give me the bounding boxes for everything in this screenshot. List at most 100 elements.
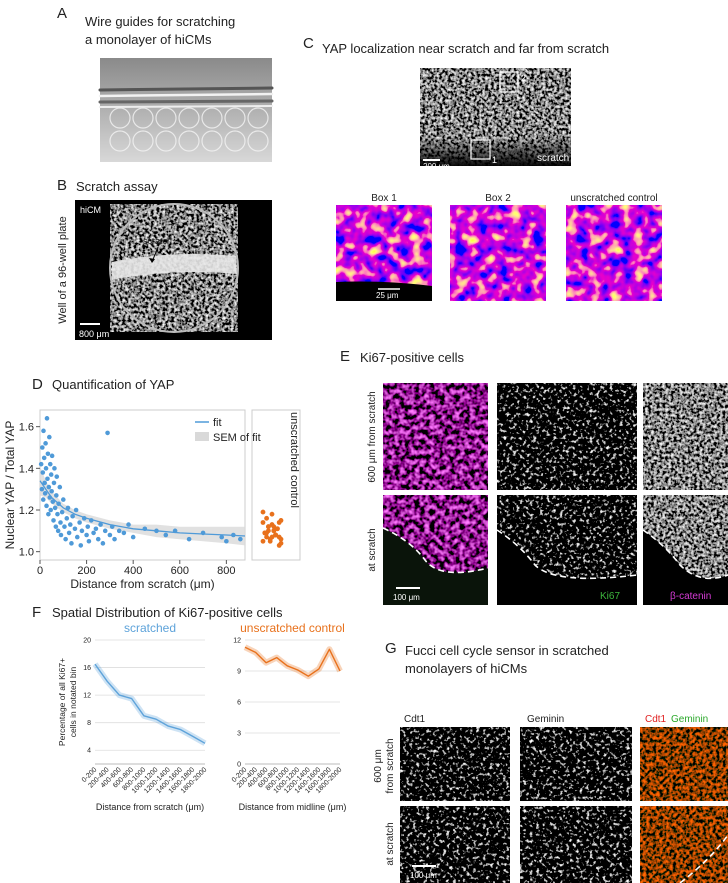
row-label: from scratch	[385, 738, 396, 793]
data-point	[72, 526, 78, 532]
data-point	[51, 518, 56, 523]
data-point	[105, 430, 110, 436]
data-point	[42, 491, 48, 496]
x-tick-label: 800	[217, 565, 235, 577]
side-label: Well of a 96-well plate	[57, 216, 69, 323]
data-point	[271, 524, 277, 530]
data-point	[66, 530, 72, 536]
data-point	[58, 532, 64, 538]
line	[244, 646, 341, 677]
data-point	[51, 480, 57, 486]
y-tick-label: 1.2	[19, 505, 34, 517]
line-band	[92, 662, 207, 746]
data-point	[48, 507, 54, 513]
panel-title: Fucci cell cycle sensor in scratched	[405, 643, 609, 658]
panel-letter: E	[340, 348, 350, 365]
data-point	[52, 466, 57, 471]
panel-title: Scratch assay	[76, 179, 158, 194]
panel-letter: D	[32, 376, 43, 393]
scratch-edge	[382, 527, 728, 580]
data-point	[93, 526, 99, 532]
data-point	[266, 524, 271, 530]
y-tick-label: 8	[87, 720, 91, 727]
x-axis-label: Distance from scratch (μm)	[70, 577, 214, 591]
inset-label: Box 1	[371, 193, 397, 204]
data-point	[43, 441, 48, 446]
data-point	[79, 528, 85, 534]
panel-title: YAP localization near scratch and far fr…	[322, 41, 609, 56]
data-point	[264, 534, 269, 540]
data-point	[67, 522, 73, 527]
scratch-shade	[497, 530, 637, 605]
data-point	[48, 472, 54, 477]
photo	[98, 58, 274, 162]
image-label: scratch	[143, 236, 172, 246]
data-point	[260, 509, 266, 515]
image	[497, 383, 637, 490]
data-point	[58, 520, 63, 525]
y-tick-label: 4	[87, 748, 91, 755]
x-tick-label: 600	[171, 565, 189, 577]
data-point	[50, 499, 56, 504]
x-axis-label: Distance from midline (μm)	[239, 802, 347, 812]
data-point	[59, 509, 65, 515]
panel-letter: F	[32, 604, 41, 621]
x-tick-label: 0	[37, 565, 43, 577]
y-tick-label: 3	[237, 731, 241, 738]
data-point	[269, 534, 275, 540]
panel-letter: A	[57, 5, 67, 22]
y-tick-label: 12	[83, 693, 91, 700]
data-point	[271, 528, 277, 534]
scratch-shade	[336, 281, 432, 301]
panel-title: a monolayer of hiCMs	[85, 32, 212, 47]
data-point	[47, 434, 52, 440]
image	[383, 383, 488, 490]
data-point	[264, 530, 269, 536]
scratch-edge	[679, 834, 728, 883]
well-edge	[109, 203, 239, 333]
scale-label: 100 μm	[410, 871, 437, 880]
legend-label: fit	[213, 417, 222, 429]
data-point	[46, 484, 52, 490]
data-point	[126, 522, 131, 527]
data-point	[53, 524, 59, 529]
data-point	[74, 534, 80, 540]
y-tick-label: 0	[237, 762, 241, 769]
data-point	[45, 451, 51, 457]
line-band	[243, 644, 343, 680]
image	[520, 806, 632, 883]
scale-label: 25 μm	[376, 291, 399, 300]
panel-title: Spatial Distribution of Ki67-positive ce…	[52, 605, 283, 620]
data-point	[57, 484, 63, 490]
data-point	[73, 507, 79, 513]
x-tick-label: 400	[124, 565, 142, 577]
data-point	[38, 461, 44, 467]
image	[400, 806, 510, 883]
data-point	[278, 536, 284, 542]
column-label: Cdt1	[645, 714, 667, 725]
data-point	[60, 497, 66, 502]
data-point	[269, 511, 275, 517]
data-point	[43, 466, 49, 471]
row-label: 600 μm from scratch	[367, 391, 378, 482]
data-point	[49, 488, 54, 494]
strip-label: unscratched control	[288, 412, 300, 508]
data-point	[224, 538, 229, 544]
legend-label: SEM of fit	[213, 432, 261, 444]
data-point	[54, 493, 59, 498]
row-label: at scratch	[367, 528, 378, 571]
data-point	[112, 536, 117, 542]
y-axis-label: cells in notated bin	[68, 667, 78, 738]
scale-label: 200 μm	[423, 162, 450, 171]
fit-line	[39, 480, 246, 537]
data-point	[52, 505, 58, 511]
data-point	[102, 528, 108, 534]
data-point	[62, 524, 67, 529]
data-point	[267, 538, 273, 544]
data-point	[47, 461, 53, 467]
data-point	[98, 522, 103, 527]
data-point	[70, 513, 75, 519]
y-tick-label: 9	[237, 669, 241, 676]
scratch-shade	[420, 136, 571, 166]
